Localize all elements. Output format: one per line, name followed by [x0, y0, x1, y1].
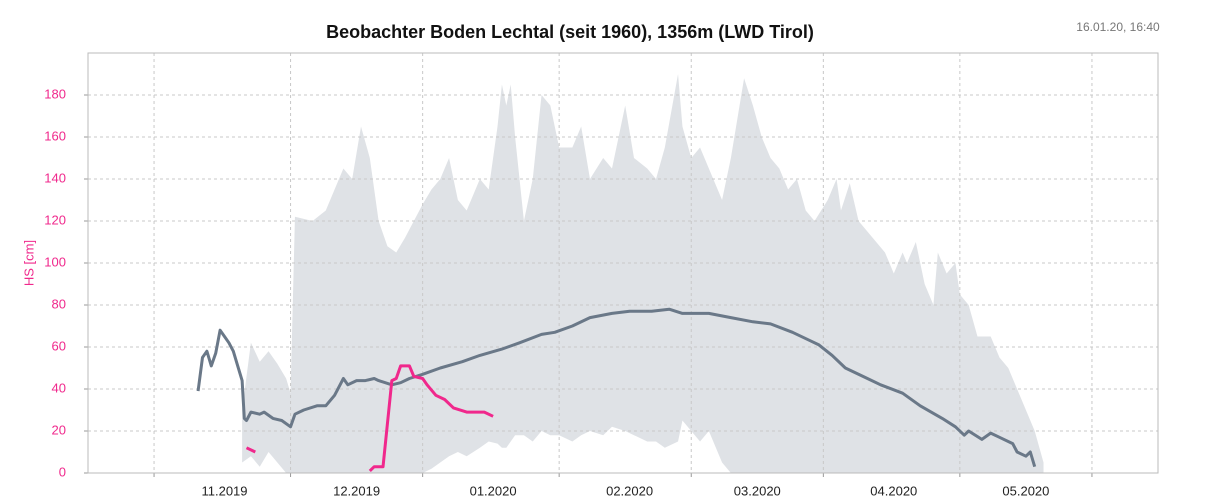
x-tick-label: 01.2020	[470, 483, 517, 498]
y-tick-label: 120	[44, 212, 66, 227]
y-tick-label: 60	[52, 338, 66, 353]
y-tick-label: 140	[44, 170, 66, 185]
y-tick-label: 180	[44, 86, 66, 101]
x-tick-label: 03.2020	[734, 483, 781, 498]
x-tick-label: 02.2020	[606, 483, 653, 498]
x-tick-label: 12.2019	[333, 483, 380, 498]
chart-title: Beobachter Boden Lechtal (seit 1960), 13…	[326, 22, 814, 42]
x-tick-label: 05.2020	[1002, 483, 1049, 498]
range-band	[242, 74, 1044, 473]
x-tick-label: 11.2019	[201, 483, 247, 498]
y-tick-label: 100	[44, 254, 66, 269]
line	[196, 307, 1037, 468]
x-tick-label: 04.2020	[870, 483, 917, 498]
line	[245, 364, 494, 472]
y-tick-label: 80	[52, 296, 66, 311]
y-tick-label: 160	[44, 128, 66, 143]
timestamp: 16.01.20, 16:40	[1076, 20, 1160, 34]
y-axis-label: HS [cm]	[21, 240, 36, 286]
y-tick-label: 20	[52, 422, 66, 437]
y-tick-label: 40	[52, 380, 66, 395]
plot-frame	[87, 52, 1159, 474]
y-tick-label: 0	[59, 464, 66, 479]
